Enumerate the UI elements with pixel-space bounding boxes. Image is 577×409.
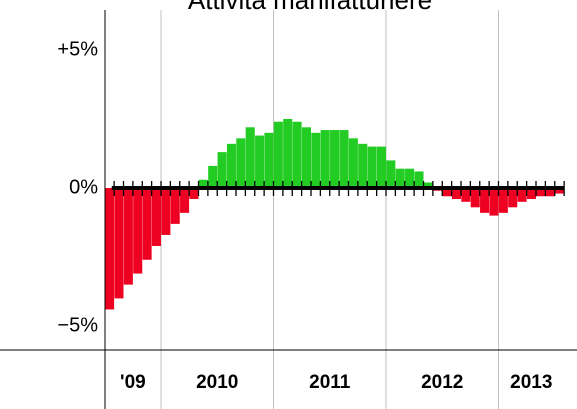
bar xyxy=(536,188,546,197)
bar xyxy=(489,188,499,216)
x-tick-label: 2013 xyxy=(510,372,552,393)
bar xyxy=(555,188,565,194)
bar xyxy=(245,127,255,188)
chart-title: Attività manifatturiere xyxy=(188,0,432,15)
bar xyxy=(330,130,340,188)
x-tick-label: 2012 xyxy=(421,372,463,393)
bar xyxy=(133,188,143,274)
bar xyxy=(161,188,171,235)
bar xyxy=(142,188,152,260)
bar xyxy=(480,188,490,213)
bar xyxy=(301,127,311,188)
y-tick-label: −5% xyxy=(57,314,98,336)
bar xyxy=(526,188,536,200)
bar xyxy=(461,188,471,202)
x-tick-label: 2010 xyxy=(196,372,238,393)
bar xyxy=(208,165,218,188)
bar xyxy=(508,188,518,208)
bar xyxy=(358,143,368,188)
bar xyxy=(405,168,415,188)
bar xyxy=(273,121,283,188)
bar xyxy=(170,188,180,224)
bar xyxy=(386,160,396,188)
bar xyxy=(105,188,115,310)
bar xyxy=(339,130,349,188)
bar xyxy=(198,179,208,188)
x-tick-label: '09 xyxy=(120,372,146,393)
bar xyxy=(255,135,265,188)
bar xyxy=(348,138,358,188)
bar xyxy=(367,146,377,188)
bar xyxy=(517,188,527,202)
bar xyxy=(376,146,386,188)
y-tick-label: 0% xyxy=(69,176,98,198)
bar xyxy=(180,188,190,213)
bar xyxy=(264,132,274,188)
bar xyxy=(320,130,330,188)
x-tick-label: 2011 xyxy=(309,372,351,393)
bar xyxy=(423,182,433,188)
bar xyxy=(151,188,161,246)
bar xyxy=(545,188,555,197)
bar xyxy=(470,188,480,208)
bar xyxy=(114,188,124,299)
bar xyxy=(123,188,133,285)
bar xyxy=(451,188,461,200)
bar xyxy=(498,188,508,213)
bar xyxy=(226,143,236,188)
bar xyxy=(311,132,321,188)
bar xyxy=(414,171,424,188)
bar xyxy=(189,188,199,200)
bar xyxy=(236,138,246,188)
bar xyxy=(442,188,452,197)
bar xyxy=(292,121,302,188)
bar xyxy=(283,119,293,188)
y-tick-label: +5% xyxy=(57,38,98,60)
bar xyxy=(395,168,405,188)
bar xyxy=(217,152,227,188)
